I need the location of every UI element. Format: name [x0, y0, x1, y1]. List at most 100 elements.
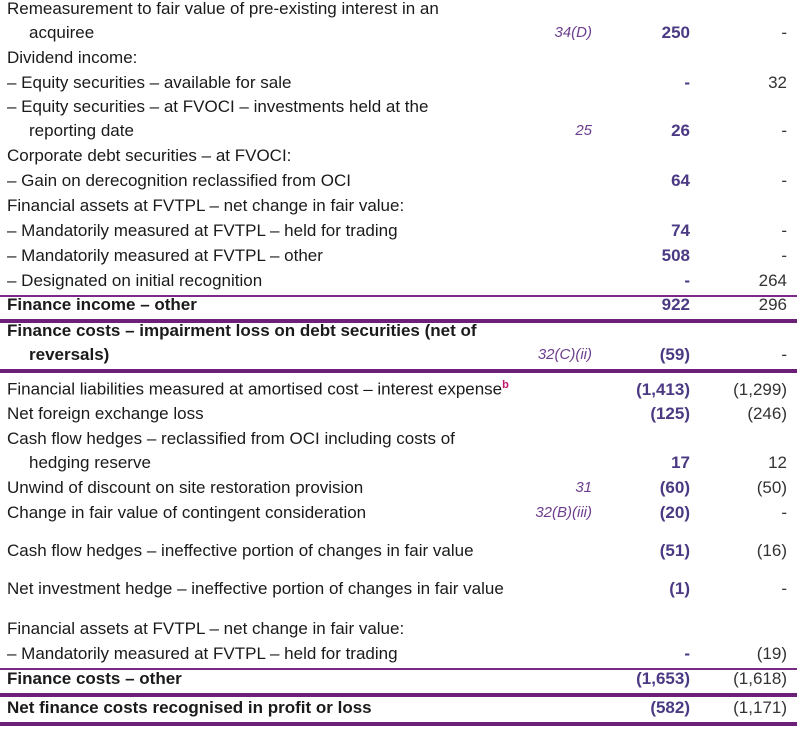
table-row: – Gain on derecognition reclassified fro… [0, 170, 797, 195]
row-label-line: Financial liabilities measured at amorti… [7, 379, 509, 399]
row-label: Net finance costs recognised in profit o… [7, 696, 547, 720]
table-row: – Mandatorily measured at FVTPL – held f… [0, 643, 797, 668]
row-label: – Designated on initial recognition [7, 269, 547, 293]
prior-year-value: (1,618) [733, 669, 787, 688]
note-reference: 31 [575, 479, 592, 496]
row-label-line: Finance costs – impairment loss on debt … [7, 321, 477, 340]
current-year-value: (1,653) [636, 669, 690, 688]
row-label: Financial liabilities measured at amorti… [7, 373, 547, 402]
current-year-value: - [684, 73, 690, 92]
row-label: Finance costs – other [7, 667, 547, 691]
prior-year-value: (246) [747, 404, 787, 423]
row-label: Net investment hedge – ineffective porti… [7, 577, 547, 601]
table-row: Financial assets at FVTPL – net change i… [0, 618, 797, 643]
current-year-value: 26 [671, 121, 690, 140]
table-row: Remeasurement to fair value of pre-exist… [0, 0, 797, 47]
row-label: Cash flow hedges – ineffective portion o… [7, 539, 547, 563]
row-label-line: Dividend income: [7, 48, 138, 67]
row-label-line: – Gain on derecognition reclassified fro… [7, 171, 351, 190]
row-label-line: – Equity securities – at FVOCI – investm… [7, 97, 429, 116]
row-label: Unwind of discount on site restoration p… [7, 476, 547, 500]
row-label: Financial assets at FVTPL – net change i… [7, 194, 547, 218]
prior-year-value: - [781, 246, 787, 265]
prior-year-value: - [781, 345, 787, 364]
table-row: – Mandatorily measured at FVTPL – held f… [0, 220, 797, 245]
prior-year-value: - [781, 171, 787, 190]
row-label-line: Remeasurement to fair value of pre-exist… [7, 0, 439, 18]
note-reference: 25 [575, 122, 592, 139]
note-reference: 34(D) [554, 24, 592, 41]
row-label: Change in fair value of contingent consi… [7, 501, 547, 525]
current-year-value: (1,413) [636, 380, 690, 399]
current-year-value: 17 [671, 453, 690, 472]
current-year-value: (59) [659, 345, 690, 364]
prior-year-value: 32 [768, 73, 787, 92]
row-label-line: – Mandatorily measured at FVTPL – held f… [7, 644, 398, 663]
current-year-value: (125) [650, 404, 690, 423]
table-row: Cash flow hedges – ineffective portion o… [0, 540, 797, 565]
total-row: Finance income – other 922 296 [0, 295, 797, 323]
prior-year-value: (19) [756, 644, 787, 663]
row-label: Dividend income: [7, 46, 547, 70]
table-row: Net investment hedge – ineffective porti… [0, 578, 797, 603]
table-row: Dividend income: [0, 47, 797, 72]
prior-year-value: - [781, 579, 787, 598]
current-year-value: 64 [671, 171, 690, 190]
footnote-marker: b [502, 379, 509, 392]
row-label-line: reversals) [29, 345, 110, 364]
prior-year-value: 296 [758, 295, 787, 314]
prior-year-value: 12 [768, 453, 787, 472]
table-row: Change in fair value of contingent consi… [0, 502, 797, 527]
row-label: – Mandatorily measured at FVTPL – other [7, 244, 547, 268]
prior-year-value: - [781, 221, 787, 240]
current-year-value: - [684, 271, 690, 290]
row-label: Finance income – other [7, 293, 547, 317]
row-label-line: – Mandatorily measured at FVTPL – held f… [7, 221, 398, 240]
row-label-line: Finance costs – other [7, 669, 182, 688]
total-row: Finance costs – other (1,653) (1,618) [0, 668, 797, 697]
row-label-line: Net foreign exchange loss [7, 404, 204, 423]
row-label: – Mandatorily measured at FVTPL – held f… [7, 642, 547, 666]
prior-year-value: - [781, 23, 787, 42]
current-year-value: (60) [659, 478, 690, 497]
row-label-line: Financial assets at FVTPL – net change i… [7, 619, 405, 638]
current-year-value: 250 [661, 23, 690, 42]
prior-year-value: (1,299) [733, 380, 787, 399]
row-label: Corporate debt securities – at FVOCI: [7, 144, 547, 168]
table-row: Financial assets at FVTPL – net change i… [0, 195, 797, 220]
current-year-value: (20) [659, 503, 690, 522]
row-label-line: – Equity securities – available for sale [7, 73, 292, 92]
row-label-line: reporting date [29, 121, 134, 140]
row-label-line: Cash flow hedges – ineffective portion o… [7, 541, 474, 560]
row-label: Finance costs – impairment loss on debt … [7, 319, 547, 367]
note-reference: 32(B)(iii) [535, 504, 592, 521]
row-label: Financial assets at FVTPL – net change i… [7, 617, 547, 641]
row-label-line: acquiree [29, 23, 95, 42]
row-label: Remeasurement to fair value of pre-exist… [7, 0, 547, 45]
row-label-line: Financial assets at FVTPL – net change i… [7, 196, 405, 215]
prior-year-value: (1,171) [733, 698, 787, 717]
total-row: Finance costs – impairment loss on debt … [0, 321, 797, 373]
row-label-line: Corporate debt securities – at FVOCI: [7, 146, 292, 165]
row-label: – Mandatorily measured at FVTPL – held f… [7, 219, 547, 243]
total-row: Net finance costs recognised in profit o… [0, 697, 797, 726]
table-row: – Equity securities – at FVOCI – investm… [0, 97, 797, 145]
row-label-line: – Designated on initial recognition [7, 271, 263, 290]
row-label-line: Net finance costs recognised in profit o… [7, 698, 372, 717]
table-row: – Equity securities – available for sale… [0, 72, 797, 97]
table-row: – Designated on initial recognition - 264 [0, 270, 797, 295]
current-year-value: 922 [661, 295, 690, 314]
row-label-line: Cash flow hedges – reclassified from OCI… [7, 429, 455, 448]
row-label: – Gain on derecognition reclassified fro… [7, 169, 547, 193]
table-row: Cash flow hedges – reclassified from OCI… [0, 428, 797, 477]
row-label: – Equity securities – at FVOCI – investm… [7, 95, 547, 143]
table-row: Financial liabilities measured at amorti… [0, 376, 797, 404]
prior-year-value: (16) [756, 541, 787, 560]
table-row: Corporate debt securities – at FVOCI: [0, 145, 797, 170]
row-label-line: Change in fair value of contingent consi… [7, 503, 367, 522]
prior-year-value: - [781, 121, 787, 140]
prior-year-value: 264 [758, 271, 787, 290]
table-row: – Mandatorily measured at FVTPL – other 5… [0, 245, 797, 270]
table-row: Unwind of discount on site restoration p… [0, 477, 797, 502]
prior-year-value: - [781, 503, 787, 522]
